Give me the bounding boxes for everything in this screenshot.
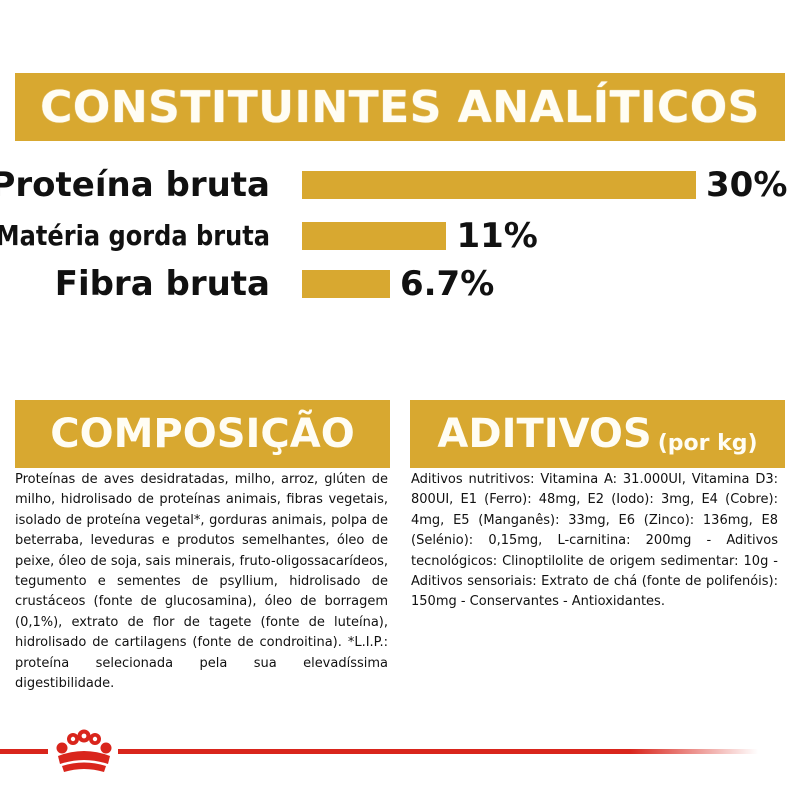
additives-text: Aditivos nutritivos: Vitamina A: 31.000U…	[411, 472, 778, 610]
composition-text: Proteínas de aves desidratadas, milho, a…	[15, 472, 388, 692]
composition-header: COMPOSIÇÃO	[15, 400, 390, 468]
bar-label-2: Matéria gorda bruta	[0, 219, 270, 253]
composition-title: COMPOSIÇÃO	[50, 411, 355, 457]
analytical-constituents-title: CONSTITUINTES ANALÍTICOS	[40, 81, 760, 133]
additives-title: ADITIVOS	[437, 411, 652, 457]
bar-3	[302, 270, 390, 298]
royal-canin-crown-icon	[56, 729, 112, 772]
bar-2	[302, 222, 447, 250]
bar-value-1: 30%	[706, 164, 788, 205]
analytical-constituents-banner: CONSTITUINTES ANALÍTICOS	[15, 73, 785, 141]
bar-1	[302, 171, 696, 199]
additives-unit: (por kg)	[657, 431, 758, 456]
bar-value-3: 6.7%	[399, 263, 495, 304]
bar-label-3: Fibra bruta	[54, 263, 270, 304]
footer-line-right	[118, 749, 758, 754]
analytical-constituents-chart: Proteína bruta 30% Matéria gorda bruta 11% F…	[0, 160, 800, 310]
footer-line-left	[0, 749, 48, 754]
additives-header: ADITIVOS (por kg)	[410, 400, 785, 468]
bar-value-2: 11%	[456, 215, 538, 256]
bar-label-1: Proteína bruta	[0, 164, 270, 205]
